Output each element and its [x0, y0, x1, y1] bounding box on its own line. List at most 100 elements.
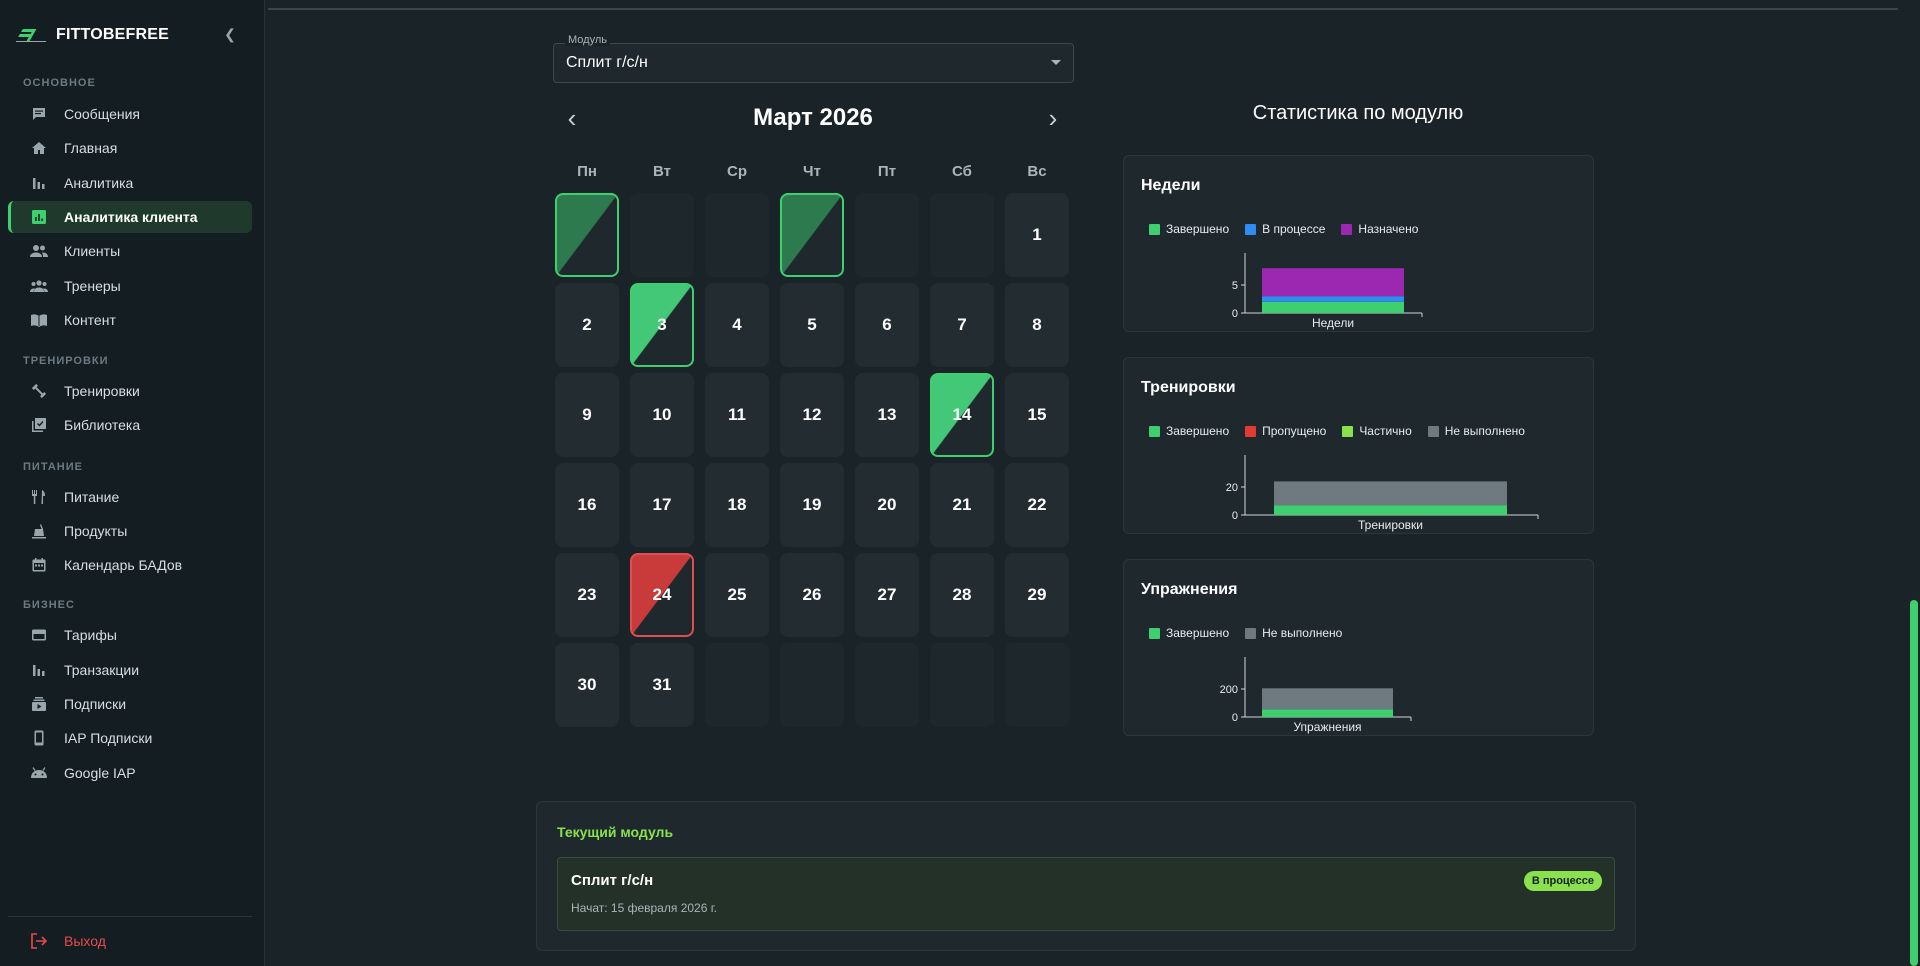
bar-segment[interactable]	[1262, 688, 1393, 710]
logout-button[interactable]: Выход	[8, 925, 252, 957]
calendar-day[interactable]: 15	[1005, 373, 1069, 457]
sidebar-item-messages[interactable]: Сообщения	[8, 98, 252, 130]
bar-segment[interactable]	[1274, 505, 1507, 515]
calendar-day[interactable]: 28	[930, 553, 994, 637]
subscriptions-icon	[28, 695, 50, 713]
legend-item[interactable]: Завершено	[1149, 626, 1229, 640]
card-icon	[28, 626, 50, 644]
legend-item[interactable]: Не выполнено	[1427, 424, 1525, 438]
legend-item[interactable]: Не выполнено	[1245, 626, 1342, 640]
sidebar-item-label: Питание	[64, 489, 120, 505]
calendar-day[interactable]: 16	[555, 463, 619, 547]
sidebar-item-products[interactable]: Продукты	[8, 515, 252, 547]
calendar-day[interactable]: 11	[705, 373, 769, 457]
sidebar-item-workouts[interactable]: Тренировки	[8, 375, 252, 407]
calendar-day[interactable]: 21	[930, 463, 994, 547]
calendar-day[interactable]: 29	[1005, 553, 1069, 637]
calendar-empty-cell	[780, 643, 844, 727]
bar-segment[interactable]	[1262, 301, 1404, 313]
chevron-right-icon: ›	[1048, 103, 1058, 133]
x-category-label: Тренировки	[1358, 518, 1423, 532]
legend-swatch	[1427, 425, 1439, 437]
sidebar-item-library[interactable]: Библиотека	[8, 409, 252, 441]
calendar-day[interactable]: 5	[780, 283, 844, 367]
legend-item[interactable]: Завершено	[1149, 222, 1229, 236]
products-icon	[28, 522, 50, 540]
calendar-empty-cell	[705, 193, 769, 277]
calendar-day[interactable]: 26	[780, 553, 844, 637]
sidebar-item-nutrition[interactable]: Питание	[8, 481, 252, 513]
bar-segment[interactable]	[1262, 709, 1393, 717]
weekday-label: Пт	[877, 163, 897, 180]
brand[interactable]: FITTOBEFREE	[15, 22, 169, 48]
calendar-day[interactable]: 22	[1005, 463, 1069, 547]
sidebar-item-trainers[interactable]: Тренеры	[8, 270, 252, 302]
calendar-day[interactable]: 31	[630, 643, 694, 727]
section-title: ТРЕНИРОВКИ	[23, 355, 109, 367]
bar-segment[interactable]	[1262, 296, 1404, 302]
phone-icon	[28, 729, 50, 747]
sidebar-item-supplements-calendar[interactable]: Календарь БАДов	[8, 549, 252, 581]
calendar-day[interactable]: 2	[555, 283, 619, 367]
bar-segment[interactable]	[1274, 481, 1507, 506]
legend-item[interactable]: В процессе	[1245, 222, 1325, 236]
module-select[interactable]: Сплит г/с/н	[553, 43, 1074, 83]
calendar-day[interactable]: 9	[555, 373, 619, 457]
calendar-day[interactable]: 1	[1005, 193, 1069, 277]
calendar-empty-cell	[855, 643, 919, 727]
legend-item[interactable]: Завершено	[1149, 424, 1229, 438]
calendar-day[interactable]: 12	[780, 373, 844, 457]
calendar-day[interactable]: 17	[630, 463, 694, 547]
prev-month-button[interactable]: ‹	[560, 105, 584, 131]
sidebar-item-client-analytics[interactable]: Аналитика клиента	[8, 201, 252, 233]
calendar-day[interactable]	[780, 193, 844, 277]
calendar-day[interactable]: 8	[1005, 283, 1069, 367]
library-icon	[28, 416, 50, 434]
legend-item[interactable]: Пропущено	[1245, 424, 1326, 438]
calendar-day[interactable]: 19	[780, 463, 844, 547]
sidebar: FITTOBEFREE ❮ ОСНОВНОЕ ТРЕНИРОВКИ ПИТАНИ…	[0, 0, 265, 966]
calendar-day[interactable]: 25	[705, 553, 769, 637]
sidebar-item-home[interactable]: Главная	[8, 132, 252, 164]
bar-segment[interactable]	[1262, 268, 1404, 297]
sidebar-item-label: Продукты	[64, 523, 128, 539]
calendar-day[interactable]: 4	[705, 283, 769, 367]
calendar-day[interactable]: 13	[855, 373, 919, 457]
sidebar-item-analytics[interactable]: Аналитика	[8, 167, 252, 199]
chart-legend: Завершено Пропущено Частично Не выполнено	[1149, 424, 1525, 438]
sidebar-item-label: Подписки	[64, 696, 127, 712]
scrollbar[interactable]	[1910, 600, 1918, 966]
calendar-day[interactable]: 23	[555, 553, 619, 637]
sidebar-item-transactions[interactable]: Транзакции	[8, 654, 252, 686]
calendar-day[interactable]: 24	[630, 553, 694, 637]
legend-item[interactable]: Назначено	[1341, 222, 1418, 236]
calendar-title: Март 2026	[753, 104, 873, 131]
calendar-day[interactable]: 27	[855, 553, 919, 637]
chevron-left-icon[interactable]: ❮	[224, 26, 236, 42]
calendar-day[interactable]	[555, 193, 619, 277]
y-tick-label: 20	[1226, 482, 1238, 494]
y-tick-label: 200	[1220, 684, 1238, 696]
calendar-day[interactable]: 3	[630, 283, 694, 367]
calendar-day[interactable]: 30	[555, 643, 619, 727]
brand-logo-icon	[15, 25, 47, 45]
weekday-label: Вс	[1027, 163, 1047, 180]
calendar-day[interactable]: 20	[855, 463, 919, 547]
sidebar-item-tariffs[interactable]: Тарифы	[8, 619, 252, 651]
calendar-day[interactable]: 6	[855, 283, 919, 367]
calendar-day[interactable]: 7	[930, 283, 994, 367]
sidebar-item-iap-subscriptions[interactable]: IAP Подписки	[8, 722, 252, 754]
calendar-day[interactable]: 14	[930, 373, 994, 457]
sidebar-item-subscriptions[interactable]: Подписки	[8, 688, 252, 720]
sidebar-item-clients[interactable]: Клиенты	[8, 235, 252, 267]
sidebar-item-label: Главная	[64, 140, 118, 156]
legend-item[interactable]: Частично	[1342, 424, 1412, 438]
calendar-day[interactable]: 10	[630, 373, 694, 457]
calendar-day[interactable]: 18	[705, 463, 769, 547]
sidebar-item-content[interactable]: Контент	[8, 304, 252, 336]
next-month-button[interactable]: ›	[1041, 103, 1065, 133]
sidebar-item-google-iap[interactable]: Google IAP	[8, 757, 252, 789]
current-module-card[interactable]: Сплит г/с/н Начат: 15 февраля 2026 г. В …	[557, 857, 1615, 931]
calendar-empty-cell	[705, 643, 769, 727]
chat-icon	[28, 105, 50, 123]
